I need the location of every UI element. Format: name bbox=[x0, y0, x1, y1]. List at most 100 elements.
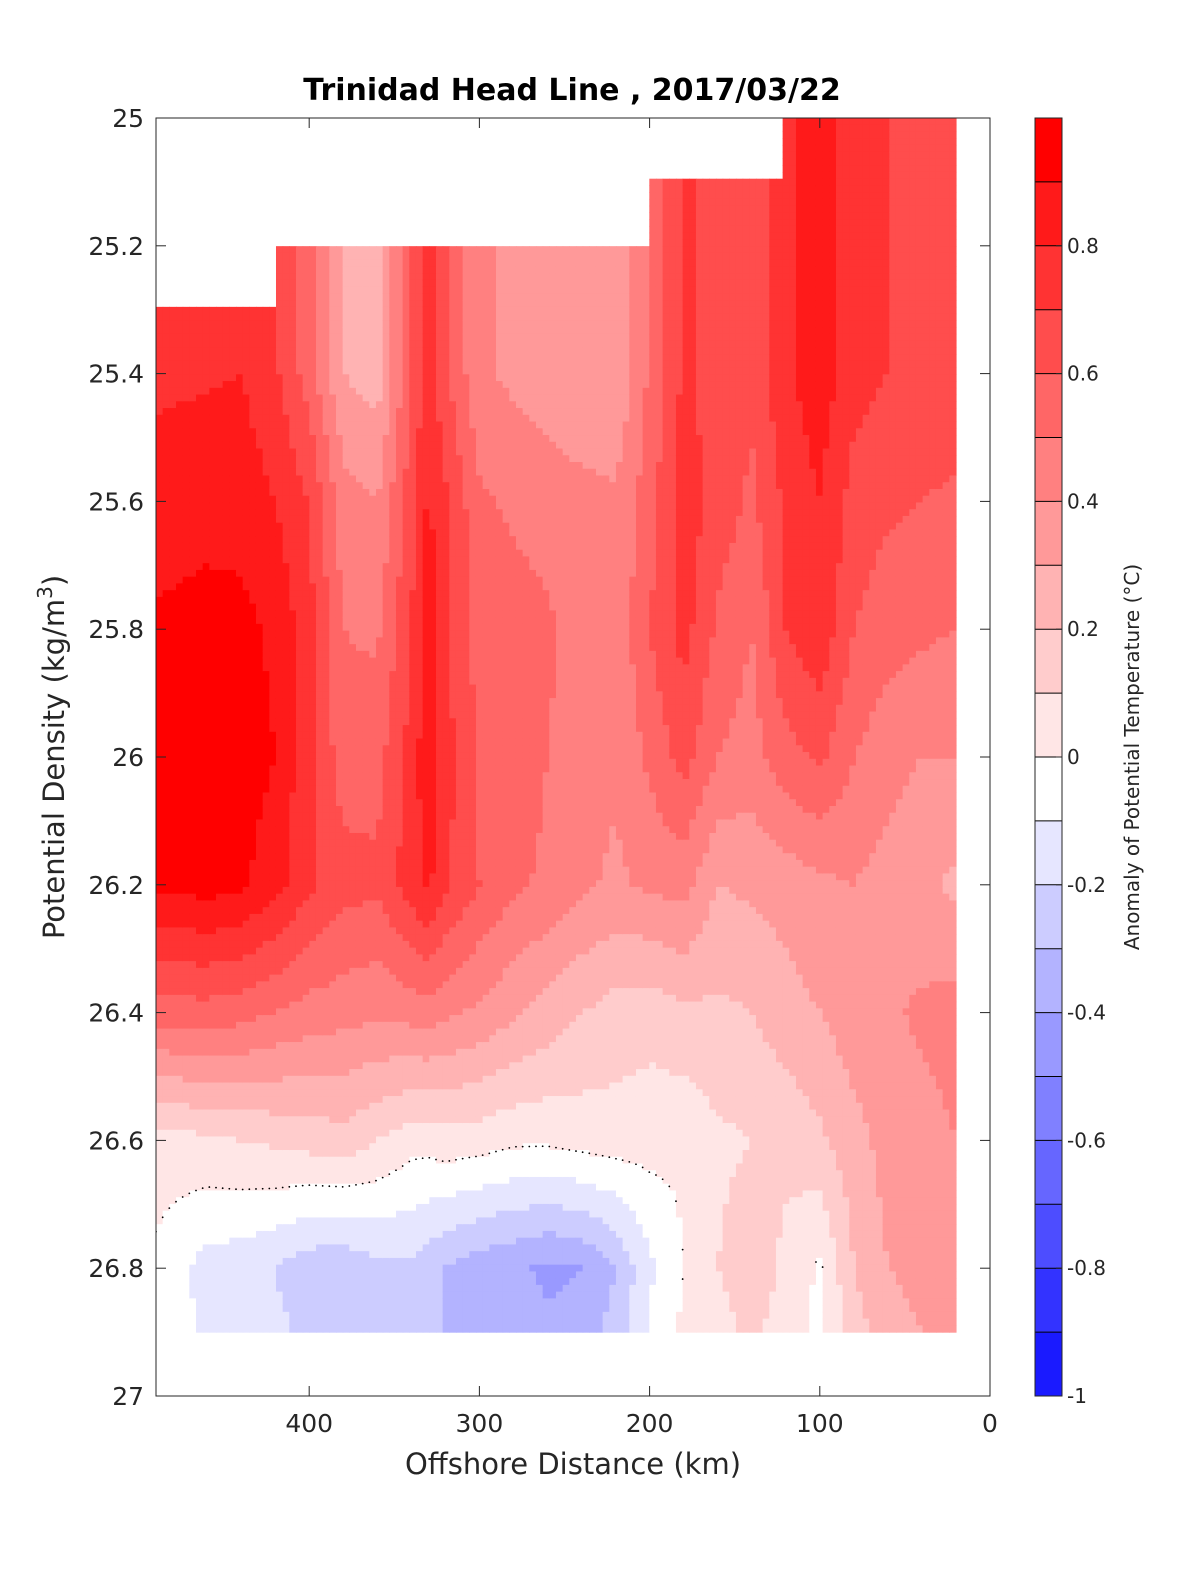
contour-cell bbox=[169, 940, 177, 949]
contour-cell bbox=[322, 900, 330, 908]
contour-cell bbox=[269, 792, 277, 800]
contour-cell bbox=[302, 927, 310, 935]
contour-cell bbox=[262, 1008, 270, 1016]
contour-cell bbox=[355, 1001, 364, 1009]
contour-cell bbox=[229, 327, 237, 335]
contour-cell bbox=[182, 1197, 190, 1205]
contour-cell bbox=[289, 920, 297, 928]
contour-cell bbox=[176, 657, 184, 665]
contour-cell bbox=[249, 826, 257, 834]
contour-cell bbox=[162, 1325, 170, 1333]
contour-cell bbox=[295, 529, 304, 537]
contour-cell bbox=[355, 596, 364, 605]
contour-cell bbox=[302, 718, 310, 726]
contour-cell bbox=[282, 1284, 290, 1293]
contour-cell bbox=[309, 954, 317, 962]
contour-cell bbox=[295, 320, 304, 328]
contour-cell bbox=[189, 313, 197, 321]
contour-cell bbox=[302, 637, 310, 645]
contour-cell bbox=[335, 313, 344, 321]
contour-cell bbox=[355, 1264, 364, 1272]
contour-cell bbox=[262, 1284, 270, 1293]
contour-cell bbox=[189, 779, 197, 787]
contour-cell bbox=[255, 725, 264, 733]
contour-cell bbox=[335, 826, 344, 834]
contour-cell bbox=[355, 1008, 364, 1016]
contour-cell bbox=[162, 1035, 170, 1043]
contour-cell bbox=[282, 313, 290, 321]
contour-cell bbox=[249, 1136, 257, 1144]
contour-cell bbox=[302, 1291, 310, 1299]
contour-cell bbox=[315, 610, 324, 618]
contour-cell bbox=[262, 792, 270, 800]
contour-cell bbox=[196, 967, 204, 976]
contour-cell bbox=[349, 745, 357, 753]
contour-cell bbox=[355, 1230, 364, 1239]
contour-cell bbox=[322, 279, 330, 288]
contour-cell bbox=[236, 509, 244, 517]
contour-cell bbox=[176, 468, 184, 477]
contour-cell bbox=[162, 623, 170, 632]
contour-cell bbox=[329, 1298, 337, 1306]
contour-cell bbox=[162, 509, 170, 517]
contour-cell bbox=[275, 677, 284, 686]
contour-cell bbox=[335, 1210, 344, 1219]
contour-cell bbox=[289, 650, 297, 659]
contour-cell bbox=[222, 630, 230, 638]
contour-cell bbox=[275, 927, 284, 935]
contour-cell bbox=[302, 981, 310, 989]
contour-cell bbox=[196, 482, 204, 490]
contour-cell bbox=[162, 435, 170, 443]
contour-cell bbox=[242, 1251, 250, 1259]
contour-cell bbox=[342, 671, 350, 679]
contour-cell bbox=[355, 711, 364, 719]
contour-cell bbox=[216, 347, 224, 355]
contour-cell bbox=[169, 779, 177, 787]
contour-cell bbox=[262, 515, 270, 524]
contour-cell bbox=[202, 805, 210, 814]
contour-cell bbox=[182, 556, 190, 564]
contour-cell bbox=[169, 1278, 177, 1286]
contour-cell bbox=[322, 920, 330, 928]
contour-cell bbox=[209, 1136, 217, 1144]
contour-cell bbox=[355, 1176, 364, 1185]
contour-cell bbox=[176, 1008, 184, 1016]
contour-cell bbox=[242, 1082, 250, 1090]
contour-cell bbox=[289, 880, 297, 888]
contour-cell bbox=[269, 873, 277, 881]
contour-cell bbox=[255, 327, 264, 335]
contour-cell bbox=[249, 1210, 257, 1219]
contour-cell bbox=[329, 934, 337, 942]
contour-cell bbox=[349, 441, 357, 450]
contour-cell bbox=[196, 394, 204, 402]
contour-cell bbox=[209, 536, 217, 544]
contour-cell bbox=[189, 1163, 197, 1171]
contour-cell bbox=[289, 1116, 297, 1124]
contour-cell bbox=[295, 711, 304, 719]
contour-cell bbox=[169, 1230, 177, 1239]
contour-cell bbox=[196, 360, 204, 369]
contour-cell bbox=[269, 765, 277, 773]
contour-cell bbox=[222, 1096, 230, 1104]
contour-cell bbox=[329, 259, 337, 267]
contour-cell bbox=[255, 1109, 264, 1117]
contour-cell bbox=[342, 1305, 350, 1313]
contour-cell bbox=[229, 1210, 237, 1219]
contour-cell bbox=[275, 468, 284, 477]
contour-cell bbox=[315, 772, 324, 780]
contour-cell bbox=[349, 1291, 357, 1299]
contour-cell bbox=[309, 1298, 317, 1306]
contour-cell bbox=[322, 812, 330, 821]
contour-cell bbox=[249, 1055, 257, 1063]
contour-cell bbox=[355, 805, 364, 814]
contour-cell bbox=[169, 805, 177, 814]
contour-cell bbox=[196, 340, 204, 348]
contour-cell bbox=[335, 1096, 344, 1104]
contour-cell bbox=[222, 1042, 230, 1050]
contour-cell bbox=[216, 698, 224, 706]
contour-cell bbox=[362, 387, 370, 396]
contour-cell bbox=[209, 1075, 217, 1084]
contour-cell bbox=[269, 671, 277, 679]
contour-cell bbox=[275, 536, 284, 544]
contour-cell bbox=[322, 644, 330, 652]
